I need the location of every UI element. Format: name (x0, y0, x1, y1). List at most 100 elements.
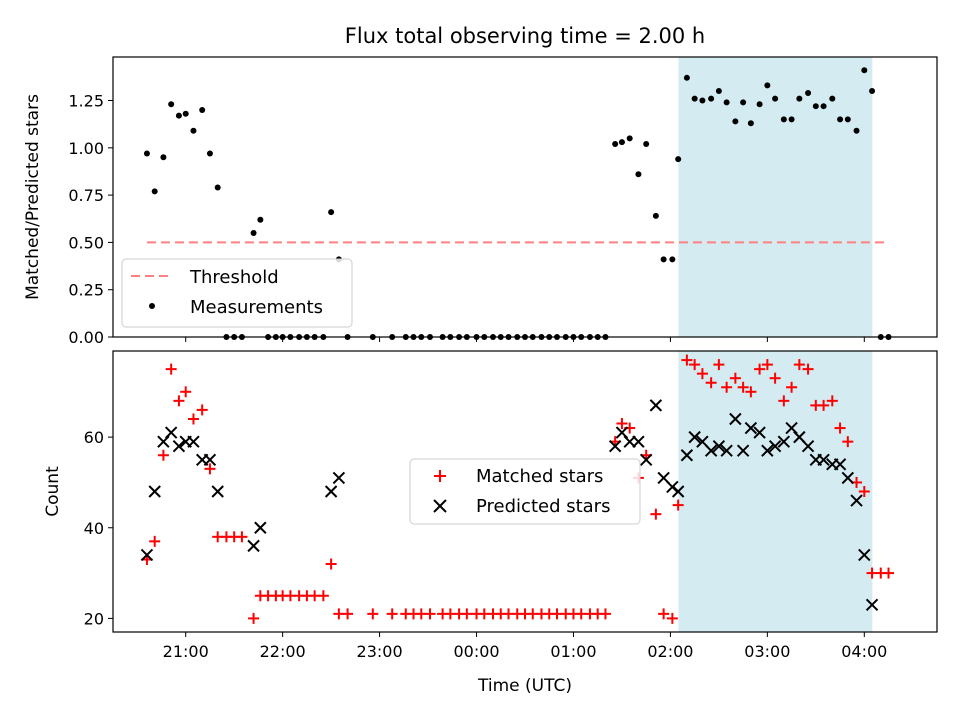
measurement-point (175, 112, 182, 119)
measurement-point (206, 150, 213, 157)
measurement-point (772, 95, 779, 102)
y-tick-label: 0.25 (68, 281, 104, 300)
predicted-point (744, 421, 758, 435)
measurement-point (643, 141, 650, 148)
matched-point (769, 372, 781, 384)
measurement-point (812, 103, 819, 110)
measurement-point (660, 256, 667, 263)
measurement-point (740, 99, 747, 106)
matched-point (666, 612, 678, 624)
matched-point (248, 612, 260, 624)
legend-matched-label: Matched stars (476, 466, 603, 487)
predicted-point (140, 548, 154, 562)
predicted-point (254, 521, 267, 534)
x-tick-label: 23:00 (357, 642, 403, 661)
measurement-point (190, 127, 197, 134)
measurement-point (715, 88, 722, 95)
predicted-point (736, 444, 750, 457)
matched-point (761, 359, 773, 371)
y-tick-label: 1.25 (68, 92, 104, 111)
measurement-point (160, 154, 167, 161)
measurement-point (143, 150, 150, 157)
measurement-point (652, 212, 659, 219)
matched-point (461, 608, 473, 620)
predicted-point (433, 499, 447, 513)
ratio-panel: 0.00 0.25 0.50 0.75 1.00 1.25 Matched/Predict… (23, 56, 938, 347)
matched-point (737, 381, 749, 393)
y-tick-label: 0.75 (68, 186, 104, 205)
y-axis-label: Count (43, 466, 63, 517)
predicted-point (332, 471, 346, 485)
matched-point (713, 359, 725, 371)
measurement-point (328, 209, 335, 216)
legend-box (121, 258, 353, 328)
predicted-point (247, 539, 260, 553)
measurement-point (764, 82, 771, 89)
matched-point (842, 436, 854, 448)
predicted-point (203, 453, 217, 466)
measurement-point (618, 139, 625, 146)
predicted-point (865, 598, 879, 612)
y-tick-label: 0.50 (68, 233, 104, 252)
legend: Matched stars Predicted stars (409, 458, 641, 525)
measurement-point (861, 67, 868, 74)
measurement-point (691, 95, 698, 102)
predicted-point (777, 435, 791, 448)
matched-point (317, 590, 329, 602)
measurement-point (853, 127, 860, 134)
predicted-point (671, 485, 685, 498)
legend-matched-swatch (434, 470, 446, 482)
matched-point (681, 354, 693, 366)
matched-point (793, 359, 805, 371)
y-axis-ticks: 0.00 0.25 0.50 0.75 1.00 1.25 (68, 92, 113, 347)
matched-point (149, 535, 161, 547)
matched-point (424, 608, 436, 620)
matched-point (729, 372, 741, 384)
measurement-point (837, 116, 844, 123)
predicted-point (753, 426, 766, 439)
matched-point (204, 463, 216, 475)
x-tick-label: 01:00 (550, 642, 596, 661)
shaded-band (678, 351, 873, 632)
matched-point (834, 422, 846, 434)
predicted-point (324, 485, 338, 498)
legend-threshold-label: Threshold (189, 267, 279, 288)
measurement-point (723, 99, 730, 106)
matched-point (778, 395, 790, 407)
predicted-point (148, 485, 161, 498)
predicted-point (729, 412, 742, 426)
matched-point (386, 608, 398, 620)
plot-frame (112, 56, 938, 338)
predicted-point (720, 444, 733, 457)
x-tick-label: 21:00 (163, 642, 209, 661)
shaded-band (678, 57, 873, 337)
matched-point (786, 381, 798, 393)
measurement-point (869, 88, 876, 95)
measurement-point (747, 120, 754, 127)
matched-point (826, 395, 838, 407)
matched-points (141, 354, 895, 624)
x-tick-label: 22:00 (260, 642, 306, 661)
x-tick-label: 03:00 (744, 642, 790, 661)
measurement-point (168, 101, 175, 108)
y-tick-label: 1.00 (68, 139, 104, 158)
predicted-point (639, 453, 653, 466)
predicted-point (680, 449, 694, 462)
matched-point (721, 381, 733, 393)
predicted-point (688, 430, 701, 444)
measurement-point (699, 97, 706, 104)
legend-predicted-swatch (433, 499, 447, 513)
matched-point (672, 499, 684, 511)
y-axis-ticks: 20 40 60 (84, 428, 113, 628)
matched-point (883, 567, 895, 579)
predicted-point (817, 453, 830, 466)
y-axis-label: Matched/Predicted stars (23, 94, 43, 300)
legend-measurements-label: Measurements (190, 297, 323, 318)
measurement-point (732, 118, 739, 125)
measurement-point (669, 256, 676, 263)
y-tick-label: 40 (84, 519, 104, 538)
legend-predicted-label: Predicted stars (476, 496, 610, 517)
predicted-point (712, 439, 726, 453)
x-tick-label: 00:00 (453, 642, 499, 661)
measurement-point (635, 171, 642, 178)
